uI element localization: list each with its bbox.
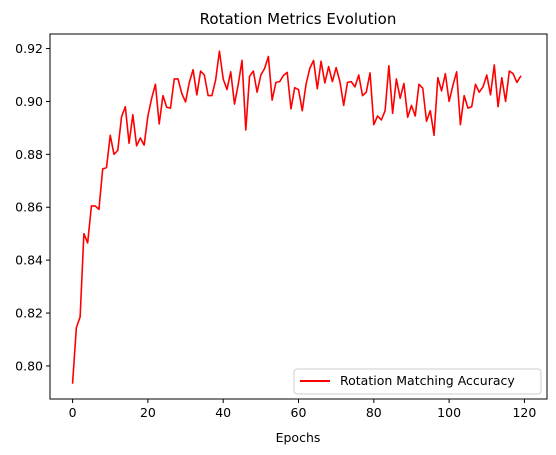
x-tick-label: 20 [140,405,156,420]
y-tick-label: 0.90 [15,94,43,109]
x-tick-label: 60 [291,405,307,420]
series-line-0 [71,50,522,384]
chart-title: Rotation Metrics Evolution [200,10,397,28]
y-axis: 0.80 0.82 0.84 0.86 0.88 0.90 0.92 [15,41,50,373]
y-tick-label: 0.84 [15,253,43,268]
legend-label: Rotation Matching Accuracy [340,373,515,388]
x-tick-label: 100 [437,405,461,420]
y-tick-label: 0.86 [15,200,43,215]
y-tick-label: 0.82 [15,306,43,321]
x-axis-label: Epochs [276,430,321,445]
x-tick-label: 0 [69,405,77,420]
x-tick-label: 80 [366,405,382,420]
x-tick-label: 120 [512,405,536,420]
y-tick-label: 0.80 [15,358,43,373]
legend-box [293,368,542,395]
x-tick-label: 40 [215,405,231,420]
plot-area [71,50,522,384]
x-axis: 0 20 40 60 80 100 120 [69,399,536,420]
y-tick-label: 0.92 [15,41,43,56]
legend: Rotation Matching Accuracy [293,368,542,395]
y-tick-label: 0.88 [15,147,43,162]
